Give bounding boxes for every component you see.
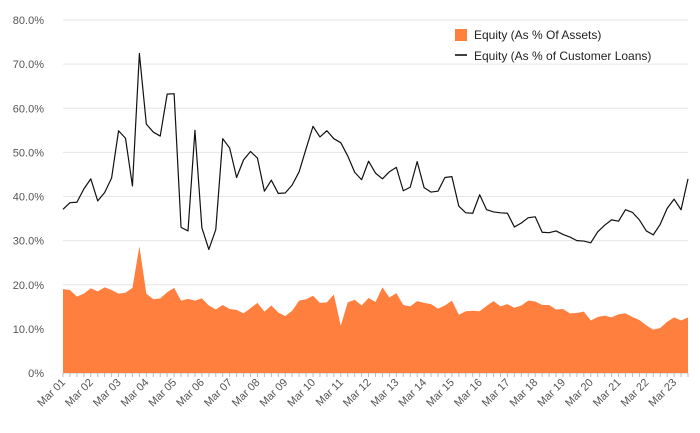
plot-area xyxy=(62,52,689,373)
x-tick-label: Mar 02 xyxy=(63,377,96,410)
x-tick-label: Mar 06 xyxy=(174,377,207,410)
x-tick-label: Mar 03 xyxy=(91,377,124,410)
x-tick-label: Mar 16 xyxy=(452,377,485,410)
x-tick-label: Mar 07 xyxy=(202,377,235,410)
x-tick-label: Mar 18 xyxy=(508,377,541,410)
y-tick-label: 20.0% xyxy=(13,280,44,292)
y-tick-label: 50.0% xyxy=(13,147,44,159)
legend-swatch-equity-assets xyxy=(455,29,467,41)
legend-label-equity-assets: Equity (As % Of Assets) xyxy=(474,28,601,42)
series-line-equity-loans xyxy=(62,52,689,251)
x-tick-label: Mar 05 xyxy=(147,377,180,410)
y-tick-label: 10.0% xyxy=(13,324,44,336)
x-tick-label: Mar 08 xyxy=(230,377,263,410)
x-tick-label: Mar 01 xyxy=(35,377,68,410)
x-tick-label: Mar 15 xyxy=(424,377,457,410)
x-tick-label: Mar 21 xyxy=(591,377,624,410)
y-tick-label: 40.0% xyxy=(13,192,44,204)
legend: Equity (As % Of Assets) Equity (As % of … xyxy=(455,28,651,63)
x-tick-label: Mar 12 xyxy=(341,377,374,410)
x-tick-label: Mar 04 xyxy=(119,377,152,410)
series-area-equity-assets xyxy=(63,246,688,373)
y-tick-label: 0% xyxy=(28,368,44,380)
y-tick-label: 60.0% xyxy=(13,103,44,115)
x-tick-label: Mar 10 xyxy=(285,377,318,410)
x-tick-label: Mar 19 xyxy=(535,377,568,410)
y-tick-label: 30.0% xyxy=(13,236,44,248)
y-tick-label: 80.0% xyxy=(13,15,44,27)
x-tick-label: Mar 17 xyxy=(480,377,513,410)
x-tick-label: Mar 09 xyxy=(258,377,291,410)
x-tick-label: Mar 14 xyxy=(397,377,430,410)
x-tick-label: Mar 20 xyxy=(563,377,596,410)
y-tick-label: 70.0% xyxy=(13,59,44,71)
y-axis-ticks: 0% 10.0% 20.0% 30.0% 40.0% 50.0% 60.0% 70.0% 80.… xyxy=(13,15,44,380)
x-tick-label: Mar 22 xyxy=(619,377,652,410)
legend-label-equity-loans: Equity (As % of Customer Loans) xyxy=(474,49,651,63)
x-tick-label: Mar 13 xyxy=(369,377,402,410)
x-tick-label: Mar 11 xyxy=(314,377,346,409)
x-tick-label: Mar 23 xyxy=(647,377,680,410)
